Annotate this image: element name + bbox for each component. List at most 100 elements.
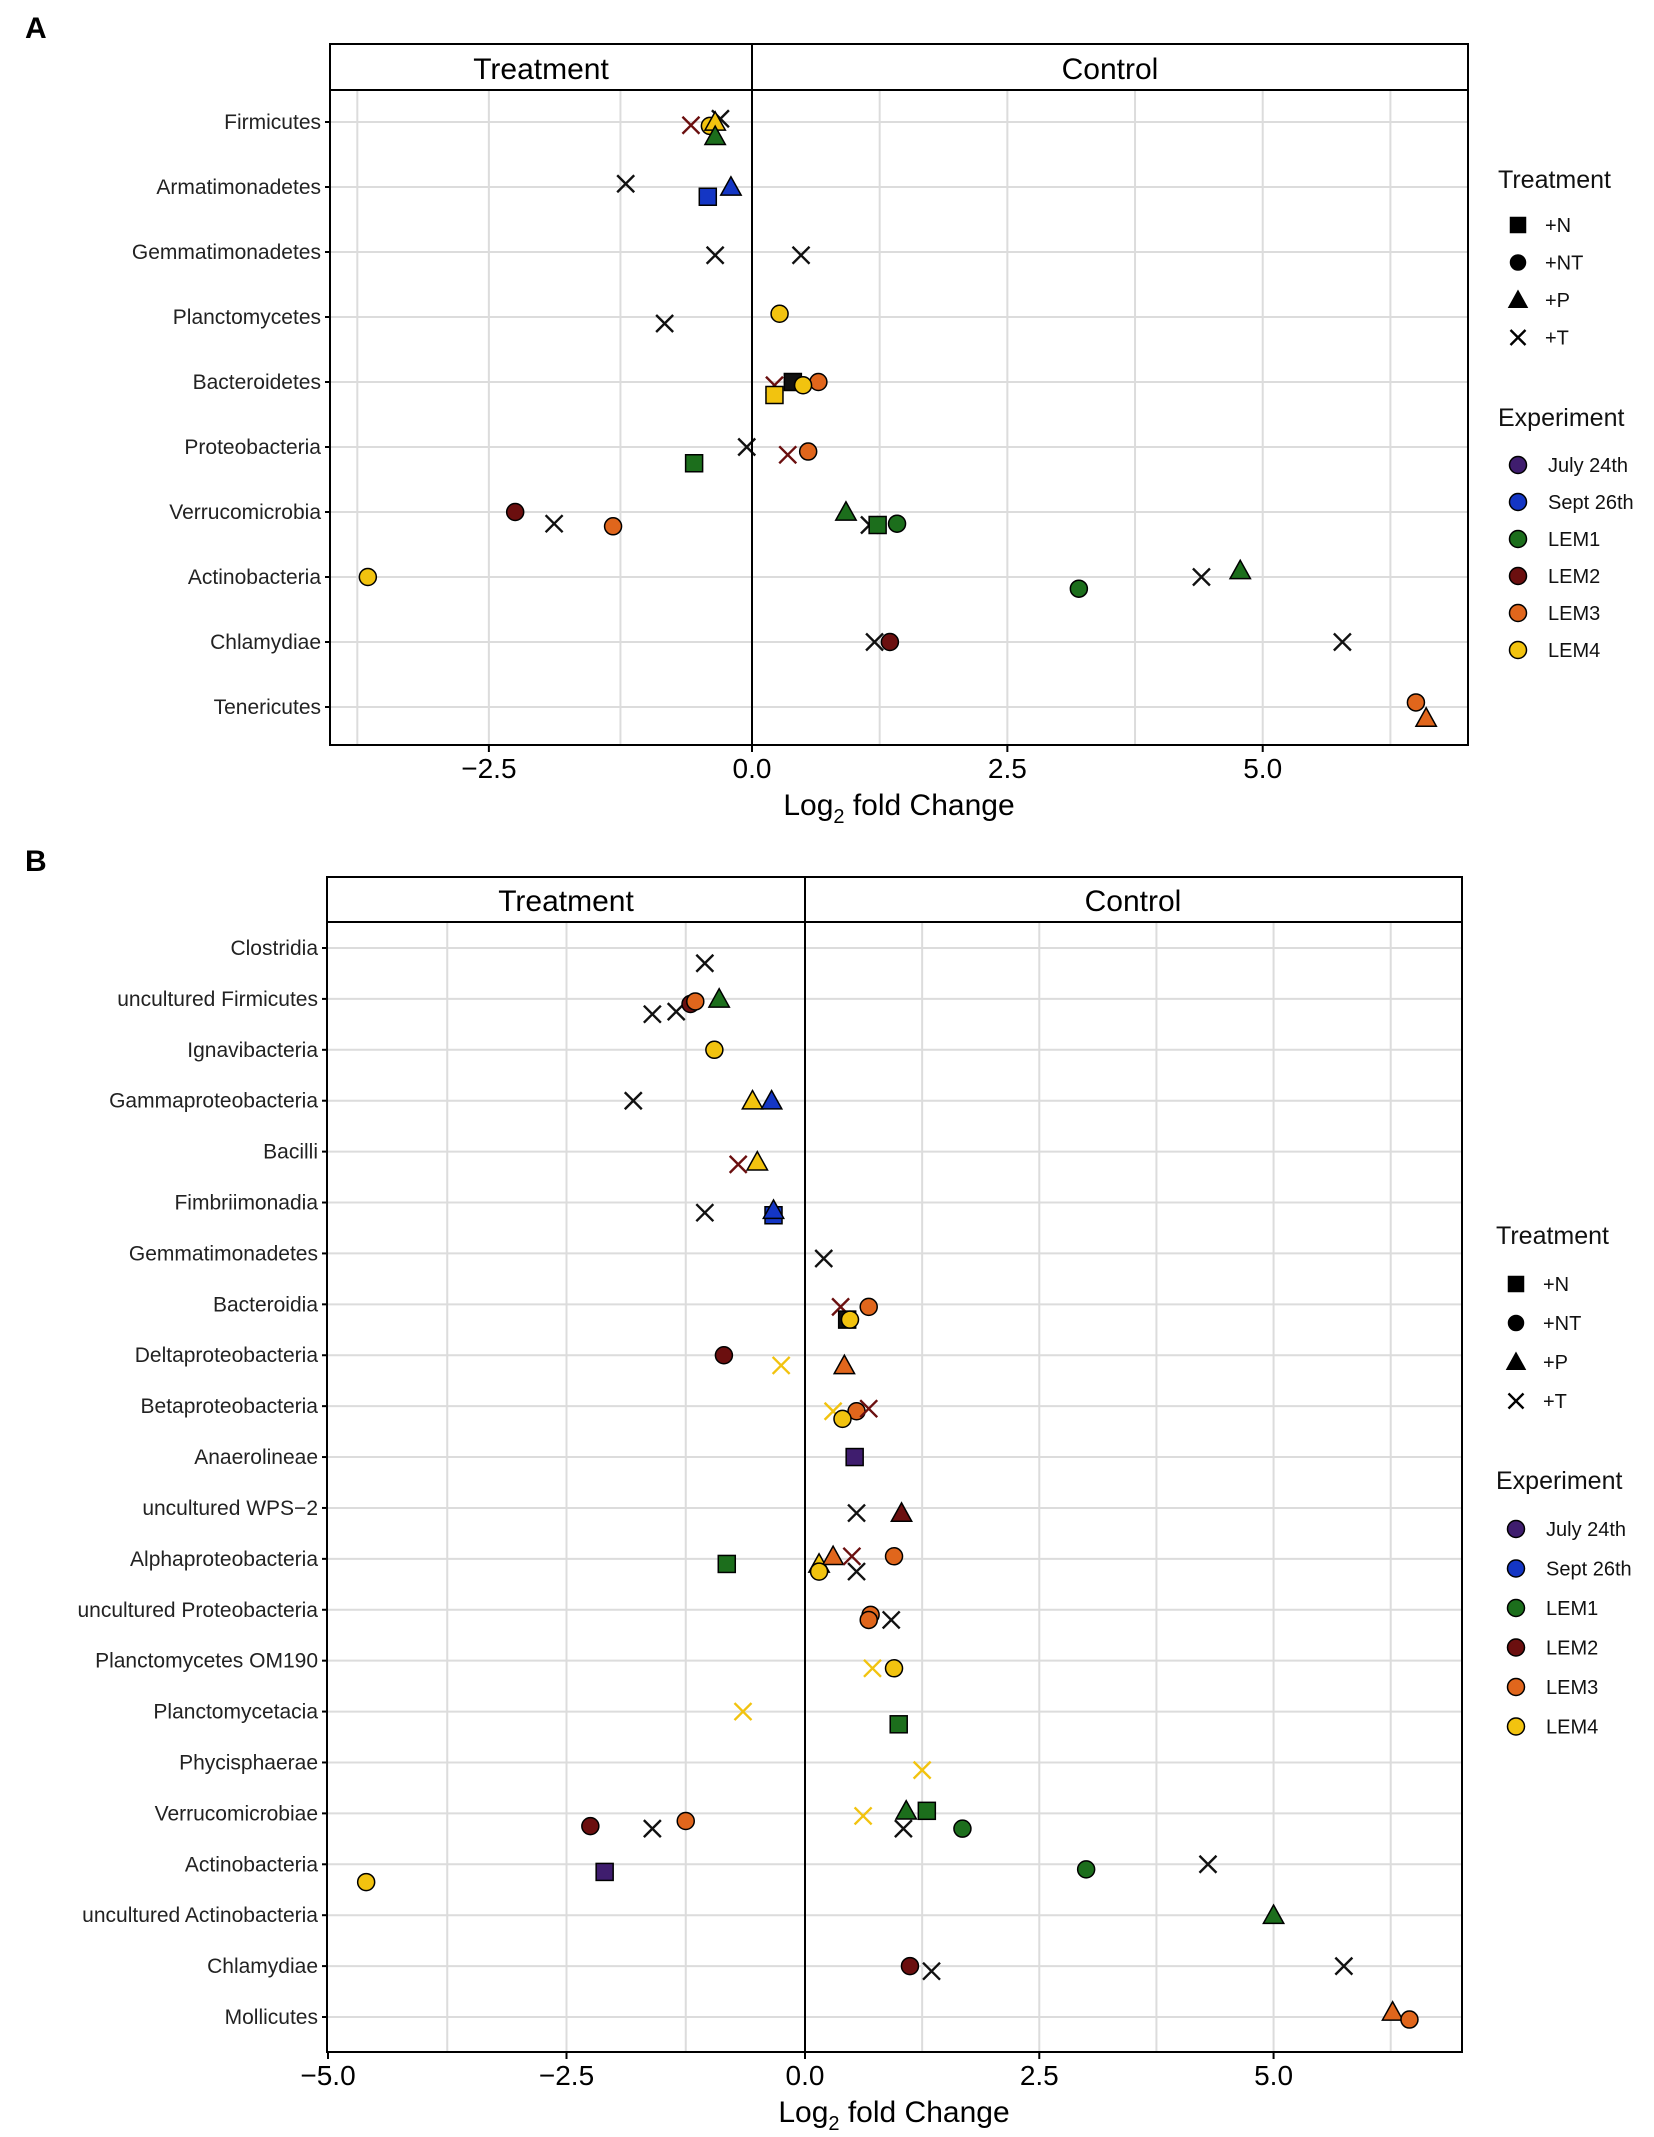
y-label-planctomycetes-om190: Planctomycetes OM190 xyxy=(95,1650,318,1673)
x-tick-label: 2.5 xyxy=(1020,2060,1059,2091)
point-verrucomicrobia-cross xyxy=(544,514,564,534)
y-label-betaproteobacteria: Betaproteobacteria xyxy=(141,1395,319,1418)
facet-label-treatment-b: Treatment xyxy=(498,885,634,918)
y-label-clostridia: Clostridia xyxy=(230,937,318,960)
panel-label-b: B xyxy=(25,845,47,878)
point-armatimonadetes-triangle xyxy=(719,175,743,196)
point-gemmatimonadetes-cross xyxy=(791,245,811,265)
points-b xyxy=(356,953,1419,2029)
point-bacilli-cross xyxy=(728,1155,748,1174)
facet-label-control-b: Control xyxy=(1085,885,1182,918)
x-tick-label: −2.5 xyxy=(461,753,516,784)
point-planctomycetes-om190-cross xyxy=(863,1658,882,1678)
point-uncultured-wps-2-triangle xyxy=(890,1501,914,1522)
point-uncultured-firmicutes-triangle xyxy=(707,987,731,1008)
legend-b-experiment-lem4-label: LEM4 xyxy=(1546,1717,1598,1739)
y-label-bacteroidia: Bacteroidia xyxy=(213,1293,318,1316)
point-alphaproteobacteria-circle xyxy=(884,1547,904,1566)
facet-strip-control-a xyxy=(751,43,1469,91)
x-tick-label: −5.0 xyxy=(300,2060,355,2091)
legend-a-key-lem2 xyxy=(1508,566,1528,586)
point-deltaproteobacteria-cross xyxy=(771,1356,791,1375)
point-armatimonadetes-cross xyxy=(616,174,636,194)
point-verrucomicrobia-circle xyxy=(603,517,623,536)
point-bacilli-triangle xyxy=(745,1150,769,1171)
point-actinobacteria-square xyxy=(595,1862,614,1882)
x-axis-title-b-sub: 2 xyxy=(828,2113,839,2135)
point-actinobacteria-triangle xyxy=(1228,558,1252,580)
point-planctomycetacia-square xyxy=(889,1715,908,1734)
point-alphaproteobacteria-triangle xyxy=(821,1544,845,1566)
legend-a-experiment-lem3-label: LEM3 xyxy=(1548,603,1600,625)
point-uncultured-firmicutes-circle xyxy=(686,992,705,1011)
point-uncultured-firmicutes-cross xyxy=(643,1004,662,1024)
y-label-actinobacteria: Actinobacteria xyxy=(185,1853,318,1876)
point-uncultured-wps-2-cross xyxy=(847,1503,866,1523)
point-armatimonadetes-square xyxy=(698,187,718,206)
point-verrucomicrobiae-square xyxy=(917,1801,937,1821)
point-clostridia-cross xyxy=(695,953,715,973)
legend-b: Treatment +N +NT +P +T Experiment July 24th Sep… xyxy=(1496,1222,1632,1739)
point-uncultured-actinobacteria-triangle xyxy=(1262,1903,1286,1925)
y-label-firmicutes: Firmicutes xyxy=(224,111,321,134)
y-label-verrucomicrobia: Verrucomicrobia xyxy=(169,501,321,524)
point-mollicutes-circle xyxy=(1400,2010,1419,2029)
legend-a-treatment-p-label: +P xyxy=(1545,290,1570,312)
point-deltaproteobacteria-triangle xyxy=(832,1353,856,1375)
legend-b-experiment-sept-26th-label: Sept 26th xyxy=(1546,1559,1632,1581)
point-mollicutes-triangle xyxy=(1381,2000,1405,2021)
legend-b-key-lem1 xyxy=(1506,1598,1526,1618)
legend-a-treatment-title: Treatment xyxy=(1498,166,1611,194)
point-alphaproteobacteria-circle xyxy=(809,1562,829,1581)
point-verrucomicrobia-triangle xyxy=(834,500,858,521)
point-alphaproteobacteria-cross xyxy=(847,1562,866,1581)
legend-b-key-lem3 xyxy=(1506,1677,1526,1697)
x-tick-label: 5.0 xyxy=(1254,2060,1293,2091)
legend-a-key-lem4 xyxy=(1508,640,1528,660)
y-label-gemmatimonadetes: Gemmatimonadetes xyxy=(132,241,321,264)
legend-b-experiment-lem2-label: LEM2 xyxy=(1546,1638,1598,1660)
point-gemmatimonadetes-cross xyxy=(705,245,725,265)
point-verrucomicrobiae-cross xyxy=(894,1819,913,1838)
x-tick-label: −2.5 xyxy=(539,2060,594,2091)
x-axis-title-b: Log2 fold Change xyxy=(778,2096,1009,2135)
point-planctomycetes-cross xyxy=(655,314,674,333)
point-bacteroidia-circle xyxy=(840,1310,860,1329)
y-label-planctomycetes: Planctomycetes xyxy=(173,306,321,329)
legend-b-treatment-p-label: +P xyxy=(1543,1352,1568,1374)
legend-b-treatment-nt-label: +NT xyxy=(1543,1313,1581,1335)
legend-a-key-lem1 xyxy=(1508,529,1528,549)
point-bacteroidetes-circle xyxy=(809,372,828,392)
point-actinobacteria-circle xyxy=(1076,1860,1096,1879)
legend-a-key-cross xyxy=(1509,329,1527,346)
point-verrucomicrobiae-circle xyxy=(676,1811,695,1831)
y-label-gemmatimonadetes: Gemmatimonadetes xyxy=(129,1242,318,1265)
x-tick-label: 2.5 xyxy=(988,753,1027,784)
y-label-proteobacteria: Proteobacteria xyxy=(184,436,321,459)
y-label-fimbriimonadia: Fimbriimonadia xyxy=(174,1192,318,1215)
point-bacteroidia-circle xyxy=(859,1297,878,1317)
point-chlamydiae-cross xyxy=(1333,632,1352,652)
y-label-armatimonadetes: Armatimonadetes xyxy=(156,176,321,199)
y-label-actinobacteria: Actinobacteria xyxy=(188,566,321,589)
point-gemmatimonadetes-cross xyxy=(814,1249,834,1268)
points-a xyxy=(358,109,1438,727)
x-axis-ticks-b: −5.0 −2.5 0.0 2.5 5.0 xyxy=(300,2052,1293,2091)
point-planctomycetes-circle xyxy=(770,304,789,323)
legend-a-treatment-t-label: +T xyxy=(1545,328,1569,350)
point-chlamydiae-circle xyxy=(900,1956,920,1976)
legend-a-experiment-lem1-label: LEM1 xyxy=(1548,529,1600,551)
point-verrucomicrobiae-circle xyxy=(581,1816,600,1836)
y-label-uncultured-proteobacteria: uncultured Proteobacteria xyxy=(78,1599,319,1622)
legend-a-experiment-sept-26th-label: Sept 26th xyxy=(1548,492,1634,514)
point-proteobacteria-circle xyxy=(798,442,818,461)
y-label-uncultured-firmicutes: uncultured Firmicutes xyxy=(117,988,318,1011)
x-tick-label: 0.0 xyxy=(786,2060,825,2091)
x-tick-label: 0.0 xyxy=(733,753,772,784)
point-gammaproteobacteria-cross xyxy=(623,1091,643,1111)
x-axis-title-b-suffix: fold Change xyxy=(840,2096,1010,2129)
y-label-uncultured-wps-2: uncultured WPS−2 xyxy=(142,1497,318,1520)
point-chlamydiae-cross xyxy=(865,632,884,652)
point-verrucomicrobia-circle xyxy=(887,514,907,533)
